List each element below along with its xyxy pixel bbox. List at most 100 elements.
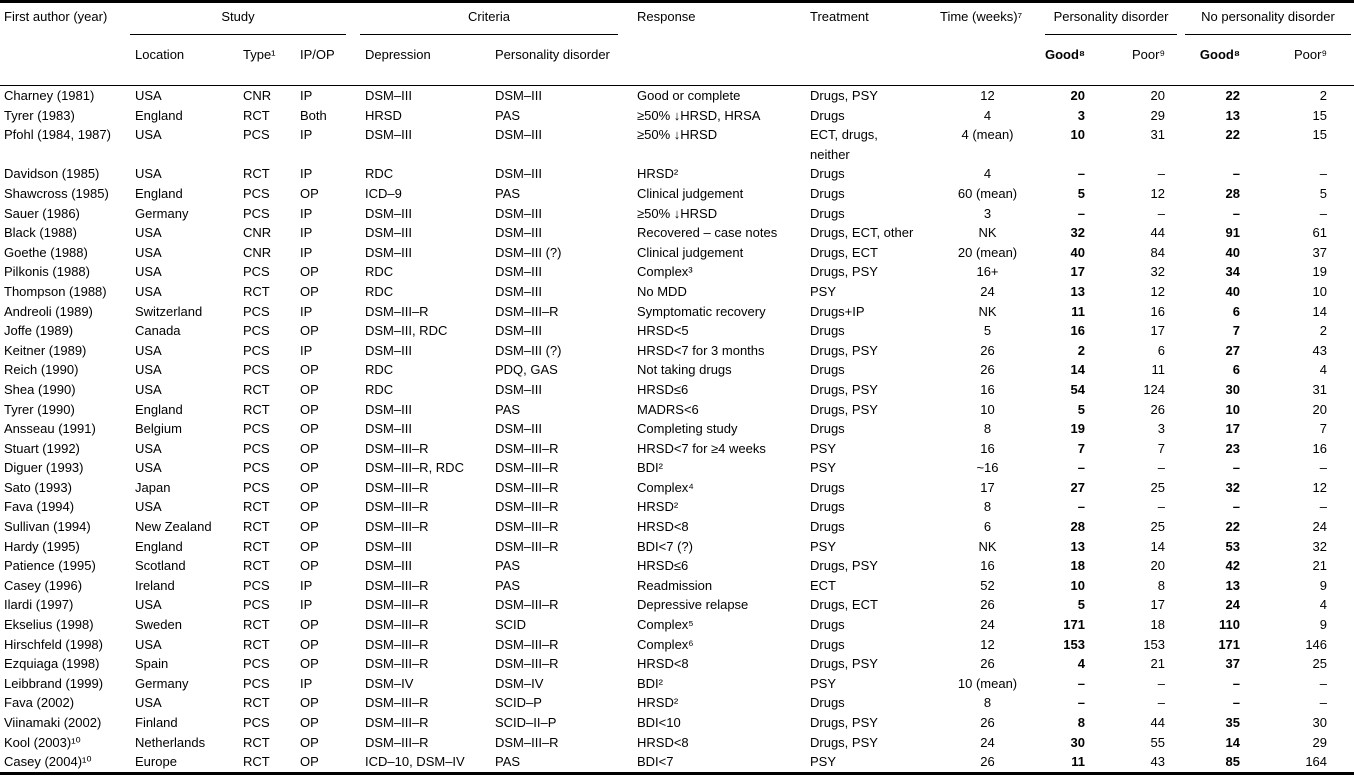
cell-pd-criteria: PAS	[495, 107, 521, 123]
cell-time-weeks: 4	[983, 166, 992, 182]
cell-time-weeks: 16	[980, 440, 995, 456]
cell-location: USA	[135, 362, 162, 378]
cell-ip-op: OP	[300, 460, 319, 476]
cell-location: Ireland	[135, 577, 175, 593]
cell-location: Spain	[135, 656, 169, 672]
table-row: Hirschfeld (1998) USA RCT OP DSM–III–R D…	[0, 635, 1354, 655]
cell-response: Completing study	[637, 421, 738, 437]
cell-location: England	[135, 538, 183, 554]
table-row: Pfohl (1984, 1987) USA PCS IP DSM–III DS…	[0, 125, 1354, 164]
cell-first-author: Sullivan (1994)	[4, 519, 91, 535]
col-header-pd-criteria: Personality disorder	[495, 46, 610, 62]
cell-depression-criteria: DSM–III	[365, 421, 412, 437]
cell-first-author: Thompson (1988)	[4, 283, 107, 299]
cell-depression-criteria: DSM–III–R	[365, 479, 429, 495]
cell-first-author: Joffe (1989)	[4, 323, 74, 339]
cell-ip-op: OP	[300, 381, 319, 397]
cell-ip-op: OP	[300, 401, 319, 417]
table-row: Ansseau (1991) Belgium PCS OP DSM–III DS…	[0, 419, 1354, 439]
cell-pd-criteria: DSM–III–R	[495, 597, 559, 613]
cell-pd-good: –	[1077, 695, 1085, 711]
cell-pd-poor: –	[1157, 675, 1166, 691]
cell-pd-criteria: SCID–II–P	[495, 715, 557, 730]
cell-treatment: Drugs	[810, 107, 845, 123]
cell-first-author: Black (1988)	[4, 225, 77, 241]
cell-pd-good: 40	[1070, 244, 1085, 260]
cell-pd-criteria: DSM–III	[495, 166, 542, 182]
cell-nopd-good: –	[1232, 675, 1241, 691]
cell-depression-criteria: DSM–III–R	[365, 440, 429, 456]
cell-pd-criteria: DSM–III	[495, 421, 542, 437]
cell-pd-criteria: DSM–III (?)	[495, 244, 562, 260]
cell-pd-good: 28	[1070, 519, 1085, 535]
cell-location: USA	[135, 283, 162, 299]
cell-location: USA	[135, 342, 162, 358]
cell-pd-good: 18	[1070, 558, 1085, 574]
cell-nopd-poor: –	[1319, 675, 1328, 691]
table-row: Davidson (1985) USA RCT IP RDC DSM–III H…	[0, 164, 1354, 184]
cell-depression-criteria: DSM–III	[365, 205, 412, 221]
cell-depression-criteria: DSM–III–R	[365, 617, 429, 633]
cell-time-weeks: 8	[983, 421, 992, 437]
cell-depression-criteria: RDC	[365, 283, 394, 299]
cell-response: HRSD≤6	[637, 381, 689, 397]
cell-location: Germany	[135, 205, 189, 221]
cell-study-type: RCT	[243, 107, 270, 123]
cell-pd-good: 14	[1070, 362, 1085, 378]
cell-first-author: Diguer (1993)	[4, 460, 84, 476]
cell-nopd-good: 35	[1225, 715, 1241, 730]
cell-first-author: Keitner (1989)	[4, 342, 87, 358]
cell-response: Symptomatic recovery	[637, 303, 766, 319]
cell-pd-criteria: PDQ, GAS	[495, 362, 558, 378]
cell-first-author: Casey (2004)¹⁰	[4, 754, 92, 770]
cell-treatment: Drugs	[810, 617, 845, 633]
cell-treatment: PSY	[810, 283, 837, 299]
cell-nopd-good: 27	[1225, 342, 1241, 358]
cell-nopd-poor: 25	[1312, 656, 1328, 672]
cell-location: USA	[135, 597, 162, 613]
cell-response: HRSD²	[637, 695, 679, 711]
cell-ip-op: OP	[300, 617, 319, 633]
cell-pd-good: 27	[1070, 479, 1085, 495]
cell-pd-poor: 3	[1157, 421, 1166, 437]
table-body: Charney (1981) USA CNR IP DSM–III DSM–II…	[0, 86, 1354, 774]
cell-time-weeks: 17	[980, 479, 995, 495]
cell-pd-good: 11	[1071, 754, 1085, 770]
cell-nopd-poor: 2	[1319, 323, 1328, 339]
cell-location: England	[135, 185, 183, 201]
cell-treatment: Drugs, PSY	[810, 401, 878, 417]
cell-nopd-poor: 19	[1312, 264, 1328, 280]
cell-time-weeks: 24	[980, 283, 995, 299]
cell-nopd-good: 40	[1225, 283, 1241, 299]
cell-pd-criteria: DSM–III	[495, 323, 542, 339]
table-row: Kool (2003)¹⁰ Netherlands RCT OP DSM–III…	[0, 733, 1354, 753]
cell-response: HRSD<8	[637, 519, 689, 535]
cell-pd-good: 17	[1070, 264, 1085, 280]
cell-study-type: PCS	[243, 715, 270, 730]
cell-study-type: PCS	[243, 656, 270, 672]
cell-treatment: Drugs	[810, 166, 845, 182]
cell-study-type: RCT	[243, 499, 270, 515]
cell-depression-criteria: DSM–III–R	[365, 303, 429, 319]
cell-nopd-poor: 12	[1312, 479, 1328, 495]
cell-location: USA	[135, 499, 162, 515]
cell-first-author: Viinamaki (2002)	[4, 715, 102, 730]
cell-study-type: PCS	[243, 479, 270, 495]
cell-pd-poor: 153	[1143, 636, 1166, 652]
cell-pd-criteria: SCID	[495, 617, 527, 633]
cell-pd-good: 7	[1077, 440, 1085, 456]
cell-nopd-poor: 14	[1312, 303, 1328, 319]
cell-depression-criteria: DSM–III–R	[365, 499, 429, 515]
cell-nopd-good: –	[1232, 695, 1241, 711]
cell-treatment: PSY	[810, 538, 837, 554]
cell-study-type: RCT	[243, 617, 270, 633]
cell-nopd-poor: 2	[1319, 88, 1328, 103]
table-row: Shea (1990) USA RCT OP RDC DSM–III HRSD≤…	[0, 380, 1354, 400]
cell-location: USA	[135, 225, 162, 241]
cell-ip-op: OP	[300, 695, 319, 711]
cell-location: USA	[135, 381, 162, 397]
cell-pd-poor: 84	[1150, 244, 1166, 260]
cell-ip-op: IP	[300, 675, 313, 691]
cell-pd-good: 20	[1070, 88, 1085, 103]
cell-response: Complex⁶	[637, 636, 694, 652]
